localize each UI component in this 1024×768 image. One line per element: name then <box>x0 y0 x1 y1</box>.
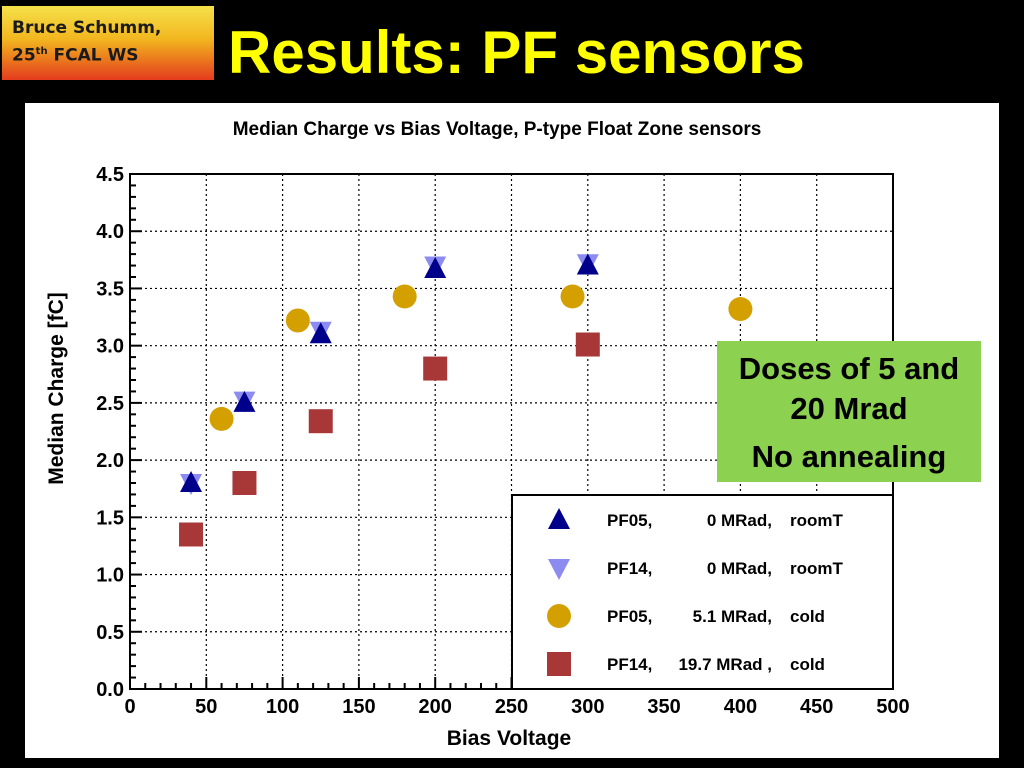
y-tick-label: 1.5 <box>96 507 124 529</box>
legend-label-condition: cold <box>790 655 825 674</box>
y-tick-label: 1.0 <box>96 565 124 587</box>
y-tick-label: 2.0 <box>96 450 124 472</box>
y-tick-label: 4.5 <box>96 164 124 186</box>
x-axis-label: Bias Voltage <box>447 727 571 750</box>
circle-data-point <box>209 406 234 431</box>
y-axis-label: Median Charge [fC] <box>45 292 68 485</box>
legend-marker <box>548 508 570 529</box>
scatter-chart: Median Charge vs Bias Voltage, P-type Fl… <box>45 119 910 750</box>
conference-name: FCAL WS <box>53 45 139 66</box>
triangle-up-data-point <box>180 471 203 492</box>
circle-data-point <box>285 308 310 333</box>
x-tick-label: 150 <box>342 696 375 718</box>
circle-data-point <box>728 297 753 322</box>
legend-label-dose: 19.7 MRad , <box>678 655 772 674</box>
x-tick-label: 250 <box>495 696 528 718</box>
square-data-point <box>575 332 600 357</box>
triangle-up-data-point <box>576 253 599 275</box>
triangle-up-data-point <box>233 390 256 412</box>
y-tick-label: 3.0 <box>96 336 124 358</box>
dose-callout: Doses of 5 and 20 Mrad No annealing <box>717 341 981 482</box>
conference-label: 25th FCAL WS <box>12 40 208 68</box>
callout-line-3: No annealing <box>751 439 947 474</box>
x-tick-label: 100 <box>266 696 299 718</box>
y-tick-label: 2.5 <box>96 393 124 415</box>
legend-label-condition: roomT <box>790 559 844 578</box>
legend-label-condition: cold <box>790 607 825 626</box>
legend-label-dose: 0 MRad, <box>707 511 772 530</box>
y-tick-label: 0.0 <box>96 679 124 701</box>
callout-line-2: 20 Mrad <box>790 391 908 426</box>
circle-data-point <box>392 284 417 309</box>
legend-label-dose: 5.1 MRad, <box>693 607 772 626</box>
x-tick-label: 300 <box>571 696 604 718</box>
y-tick-label: 3.5 <box>96 278 124 300</box>
x-tick-label: 200 <box>419 696 452 718</box>
square-data-point <box>232 471 257 495</box>
conference-suffix: th <box>35 46 48 57</box>
conference-number: 25 <box>12 45 36 66</box>
circle-data-point <box>560 284 585 309</box>
x-tick-label: 0 <box>124 696 135 718</box>
legend-label-condition: roomT <box>790 511 844 530</box>
legend-label-id: PF14, <box>607 655 652 674</box>
square-data-point <box>423 356 448 381</box>
x-tick-label: 450 <box>800 696 833 718</box>
triangle-up-data-point <box>424 256 447 278</box>
y-tick-label: 4.0 <box>96 221 124 243</box>
legend-marker <box>547 604 571 628</box>
square-data-point <box>308 409 333 434</box>
y-tick-label: 0.5 <box>96 622 124 644</box>
chart-title: Median Charge vs Bias Voltage, P-type Fl… <box>233 119 762 140</box>
author-name: Bruce Schumm, <box>12 18 162 38</box>
callout-line-1: Doses of 5 and <box>738 351 960 386</box>
x-tick-label: 500 <box>876 696 909 718</box>
x-tick-label: 400 <box>724 696 757 718</box>
square-data-point <box>179 522 204 547</box>
triangle-up-data-point <box>309 322 332 344</box>
legend-label-id: PF05, <box>607 607 652 626</box>
legend-label-dose: 0 MRad, <box>707 559 772 578</box>
legend-label-id: PF05, <box>607 511 652 530</box>
x-tick-label: 50 <box>195 696 217 718</box>
author-badge: Bruce Schumm, 25th FCAL WS <box>2 6 214 80</box>
slide-title: Results: PF sensors <box>228 19 805 86</box>
legend-marker <box>548 559 570 580</box>
legend-box <box>511 494 894 690</box>
legend-marker <box>547 652 571 676</box>
legend-label-id: PF14, <box>607 559 652 578</box>
x-tick-label: 350 <box>647 696 680 718</box>
